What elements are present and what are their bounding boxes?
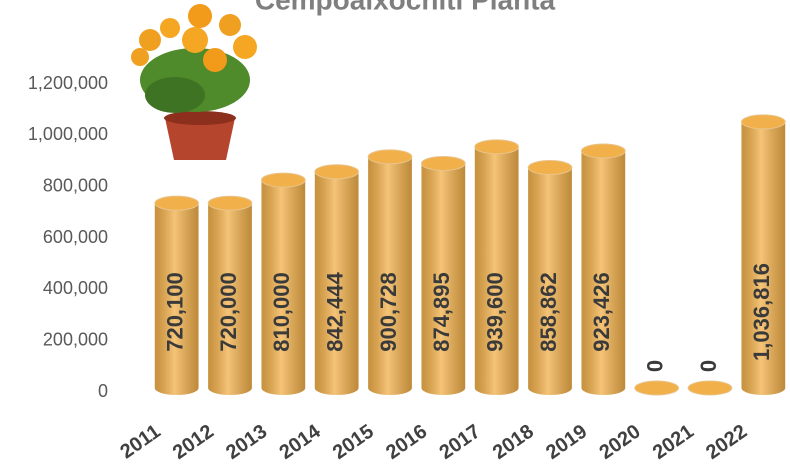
value-label: 720,000 — [216, 272, 241, 352]
pot-rim — [164, 111, 236, 125]
flower — [203, 48, 227, 72]
foliage — [145, 77, 205, 113]
chart-title: Cempoalxóchitl Planta — [255, 0, 556, 15]
value-label: 720,100 — [162, 272, 187, 352]
flower — [233, 35, 257, 59]
value-label: 1,036,816 — [749, 263, 774, 361]
flower — [131, 48, 149, 66]
bar-top — [527, 160, 573, 176]
flower-illustration — [131, 4, 257, 160]
bar-shade — [261, 180, 306, 388]
y-tick-label: 1,200,000 — [28, 73, 108, 93]
x-tick-label: 2020 — [595, 420, 644, 464]
bar-shade — [208, 203, 252, 388]
value-label: 0 — [696, 360, 721, 372]
bar-shade — [368, 156, 412, 388]
bar-top — [154, 195, 200, 211]
flower — [160, 18, 180, 38]
x-tick-label: 2012 — [169, 420, 218, 464]
x-tick-label: 2017 — [435, 420, 484, 464]
flower — [219, 14, 241, 36]
bar-shade — [154, 203, 199, 388]
y-tick-label: 200,000 — [43, 329, 108, 349]
bar-top — [580, 143, 626, 159]
bar-top — [207, 195, 253, 211]
value-label: 842,444 — [322, 271, 347, 351]
y-tick-label: 1,000,000 — [28, 124, 108, 144]
flower — [182, 27, 208, 53]
bar-top — [687, 380, 733, 396]
x-tick-label: 2013 — [222, 420, 271, 464]
bar-shade — [581, 150, 626, 388]
value-label: 874,895 — [429, 272, 454, 352]
bar-top — [474, 139, 520, 155]
bar-top — [367, 149, 413, 165]
x-tick-label: 2021 — [649, 420, 698, 464]
bar-top — [314, 164, 360, 180]
bar-top — [420, 155, 466, 171]
bar-shade — [528, 167, 572, 388]
flower — [139, 29, 161, 51]
y-tick-label: 0 — [98, 381, 108, 401]
bar-shade — [314, 171, 359, 388]
bar-top — [634, 380, 680, 396]
bar-shade — [741, 121, 786, 388]
x-tick-label: 2022 — [702, 420, 751, 464]
value-label: 939,600 — [482, 272, 507, 352]
x-tick-label: 2015 — [329, 420, 378, 464]
value-label: 810,000 — [269, 272, 294, 352]
y-tick-label: 400,000 — [43, 278, 108, 298]
value-label: 0 — [642, 360, 667, 372]
pot — [165, 118, 235, 160]
value-label: 858,862 — [536, 272, 561, 352]
value-label: 923,426 — [589, 272, 614, 352]
bar-shade — [474, 146, 519, 388]
y-tick-label: 600,000 — [43, 227, 108, 247]
x-tick-label: 2019 — [542, 420, 591, 464]
x-tick-label: 2018 — [489, 420, 538, 464]
y-tick-label: 800,000 — [43, 175, 108, 195]
bar-top — [740, 114, 786, 130]
flower — [188, 4, 212, 28]
x-tick-label: 2011 — [116, 420, 164, 463]
bar-shade — [421, 163, 466, 388]
x-tick-label: 2016 — [382, 420, 431, 464]
bar-top — [260, 172, 306, 188]
x-tick-label: 2014 — [275, 420, 325, 464]
value-label: 900,728 — [376, 272, 401, 352]
